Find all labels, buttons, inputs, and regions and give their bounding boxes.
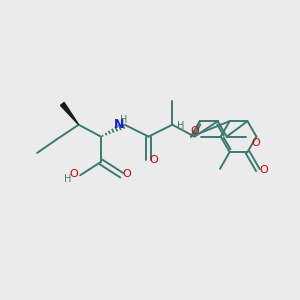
Text: H: H xyxy=(64,174,71,184)
Text: H: H xyxy=(177,121,185,131)
Text: O: O xyxy=(123,169,131,179)
Text: O: O xyxy=(252,138,260,148)
Text: O: O xyxy=(191,126,200,136)
Text: O: O xyxy=(149,155,158,165)
Text: O: O xyxy=(69,169,78,179)
Polygon shape xyxy=(60,103,79,125)
Text: H: H xyxy=(120,115,128,125)
Text: O: O xyxy=(260,165,268,175)
Text: N: N xyxy=(114,118,124,130)
